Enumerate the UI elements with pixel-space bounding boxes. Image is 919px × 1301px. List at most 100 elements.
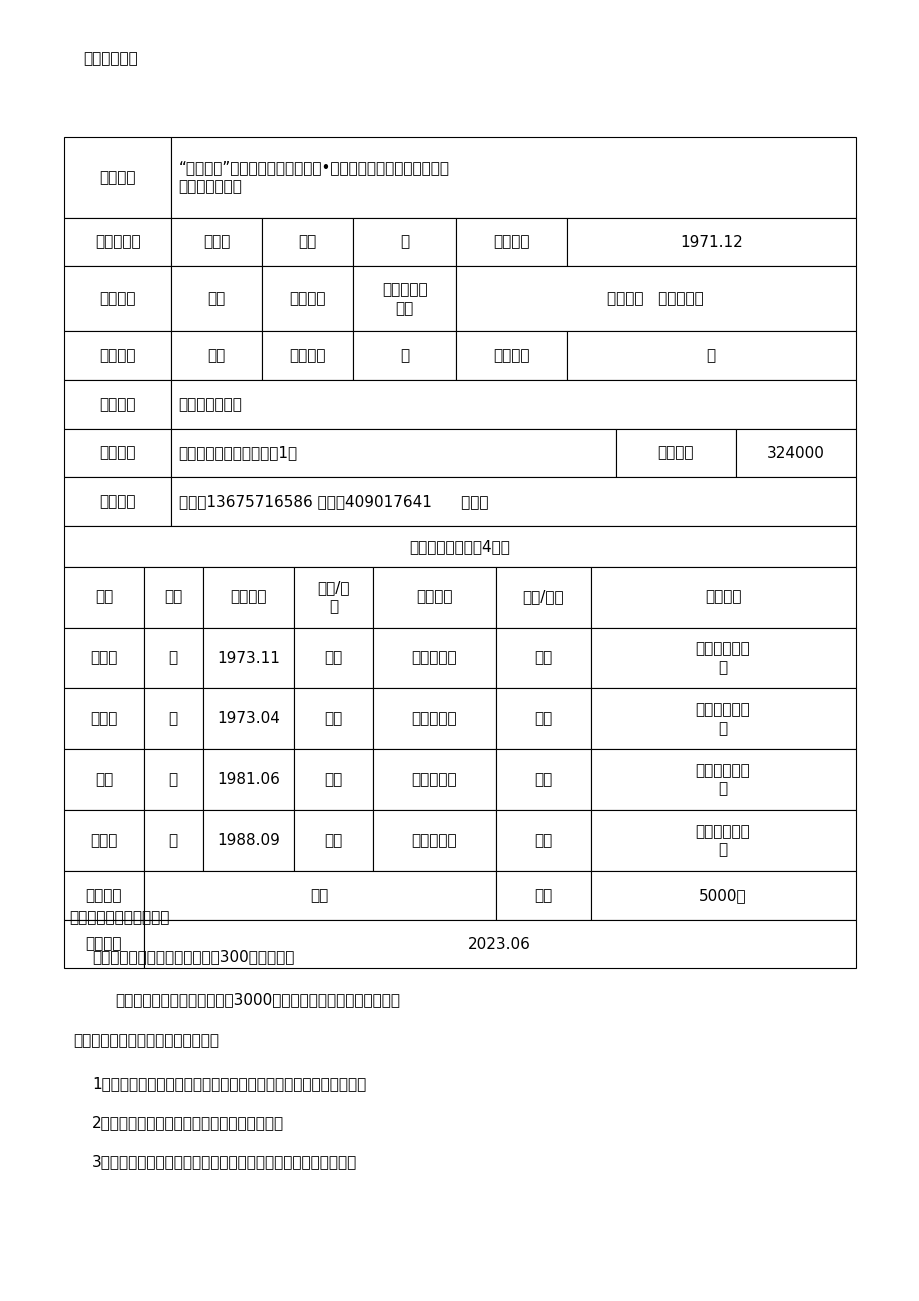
Text: 专业职称: 专业职称 [99, 291, 136, 307]
Bar [456, 217, 566, 267]
Text: 学历/学位: 学历/学位 [522, 589, 563, 605]
Text: 工作单位: 工作单位 [704, 589, 741, 605]
Text: 工作单位: 工作单位 [99, 397, 136, 412]
Bar [353, 217, 456, 267]
Text: 性别: 性别 [299, 234, 316, 250]
Bar [143, 811, 203, 872]
Bar [64, 872, 143, 920]
Text: 1973.11: 1973.11 [217, 650, 279, 666]
Bar [372, 749, 495, 811]
Bar [171, 332, 262, 380]
Text: 1988.09: 1988.09 [217, 833, 279, 848]
Text: ／: ／ [400, 349, 409, 363]
Text: 讲师: 讲师 [323, 833, 342, 848]
Bar [171, 137, 855, 217]
Text: 讲师: 讲师 [323, 712, 342, 726]
Text: 赖丽芬: 赖丽芬 [90, 833, 118, 848]
Text: 通讯地址: 通讯地址 [99, 446, 136, 461]
Text: 出生年月: 出生年月 [493, 234, 529, 250]
Text: 行政职务: 行政职务 [289, 291, 325, 307]
Bar [64, 429, 171, 477]
Bar [293, 811, 372, 872]
Bar [495, 872, 590, 920]
Bar [590, 811, 855, 872]
Text: 何绍英: 何绍英 [90, 712, 118, 726]
Text: 2023.06: 2023.06 [468, 937, 530, 951]
Bar [262, 332, 353, 380]
Text: 1971.12: 1971.12 [679, 234, 742, 250]
Bar [143, 567, 203, 627]
Bar [372, 811, 495, 872]
Bar [143, 688, 203, 749]
Text: 2．内容：本项目研究的基本思路；主要观点。: 2．内容：本项目研究的基本思路；主要观点。 [92, 1115, 284, 1131]
Bar [64, 920, 143, 968]
Text: 预期成果: 预期成果 [85, 887, 122, 903]
Text: 本科: 本科 [533, 773, 551, 787]
Text: 5000字: 5000字 [698, 887, 746, 903]
Bar [143, 627, 203, 688]
Bar [372, 688, 495, 749]
Bar [64, 332, 171, 380]
Text: 讲师: 讲师 [208, 291, 225, 307]
Bar [171, 477, 855, 526]
Bar [64, 267, 171, 332]
Bar [64, 477, 171, 526]
Bar [64, 749, 143, 811]
Bar [372, 567, 495, 627]
Bar [293, 749, 372, 811]
Text: （二）按以下内容逐项填写（3000字左右），不得出现申报人姓名: （二）按以下内容逐项填写（3000字左右），不得出现申报人姓名 [115, 991, 400, 1007]
Text: 衢州市智慧新城钱江大道1号: 衢州市智慧新城钱江大道1号 [178, 446, 298, 461]
Bar [590, 627, 855, 688]
Bar [353, 332, 456, 380]
Text: 职称/职
务: 职称/职 务 [317, 580, 349, 614]
Text: 二、项目设计论证提要：: 二、项目设计论证提要： [69, 909, 169, 925]
Bar [566, 217, 855, 267]
Bar [495, 688, 590, 749]
Bar [566, 332, 855, 380]
Text: 语文课教学: 语文课教学 [411, 712, 457, 726]
Bar [590, 567, 855, 627]
Bar [262, 267, 353, 332]
Text: 本科: 本科 [533, 833, 551, 848]
Bar [171, 429, 616, 477]
Text: （一）根据项目论证写出提要（300字左右）。: （一）根据项目论证写出提要（300字左右）。 [92, 948, 294, 964]
Bar [171, 217, 262, 267]
Text: 最后学历: 最后学历 [99, 349, 136, 363]
Bar [495, 627, 590, 688]
Bar [372, 627, 495, 688]
Bar [616, 429, 735, 477]
Text: 邵芳: 邵芳 [95, 773, 113, 787]
Bar [495, 567, 590, 627]
Bar [64, 627, 143, 688]
Text: 字数: 字数 [533, 887, 551, 903]
Text: 男: 男 [168, 650, 177, 666]
Text: 女: 女 [400, 234, 409, 250]
Text: “以赛促学”提高技工院校学生思政•文化素养的实践研究一以衢州
市技师学院为例: “以赛促学”提高技工院校学生思政•文化素养的实践研究一以衢州 市技师学院为例 [178, 160, 449, 194]
Text: 项目名称: 项目名称 [99, 169, 136, 185]
Text: 一、基本情况: 一、基本情况 [83, 51, 138, 66]
Bar [171, 380, 855, 429]
Text: 完成时间: 完成时间 [85, 937, 122, 951]
Bar [143, 749, 203, 811]
Bar [456, 332, 566, 380]
Bar [590, 872, 855, 920]
Text: ／: ／ [706, 349, 715, 363]
Text: 衢州市技师学
院: 衢州市技师学 院 [695, 824, 750, 857]
Bar [203, 811, 293, 872]
Bar [171, 267, 262, 332]
Text: 本科: 本科 [533, 712, 551, 726]
Text: 思政课教学: 思政课教学 [411, 833, 457, 848]
Bar [293, 567, 372, 627]
Bar [143, 920, 855, 968]
Bar [64, 567, 143, 627]
Text: 衢州市技师学
院: 衢州市技师学 院 [695, 703, 750, 735]
Text: 姓名: 姓名 [95, 589, 113, 605]
Bar [293, 688, 372, 749]
Text: 1973.04: 1973.04 [217, 712, 279, 726]
Bar [590, 688, 855, 749]
Text: 女: 女 [168, 773, 177, 787]
Text: 女: 女 [168, 712, 177, 726]
Text: 1981.06: 1981.06 [217, 773, 279, 787]
Text: 研究专长: 研究专长 [415, 589, 452, 605]
Text: 讲师: 讲师 [323, 650, 342, 666]
